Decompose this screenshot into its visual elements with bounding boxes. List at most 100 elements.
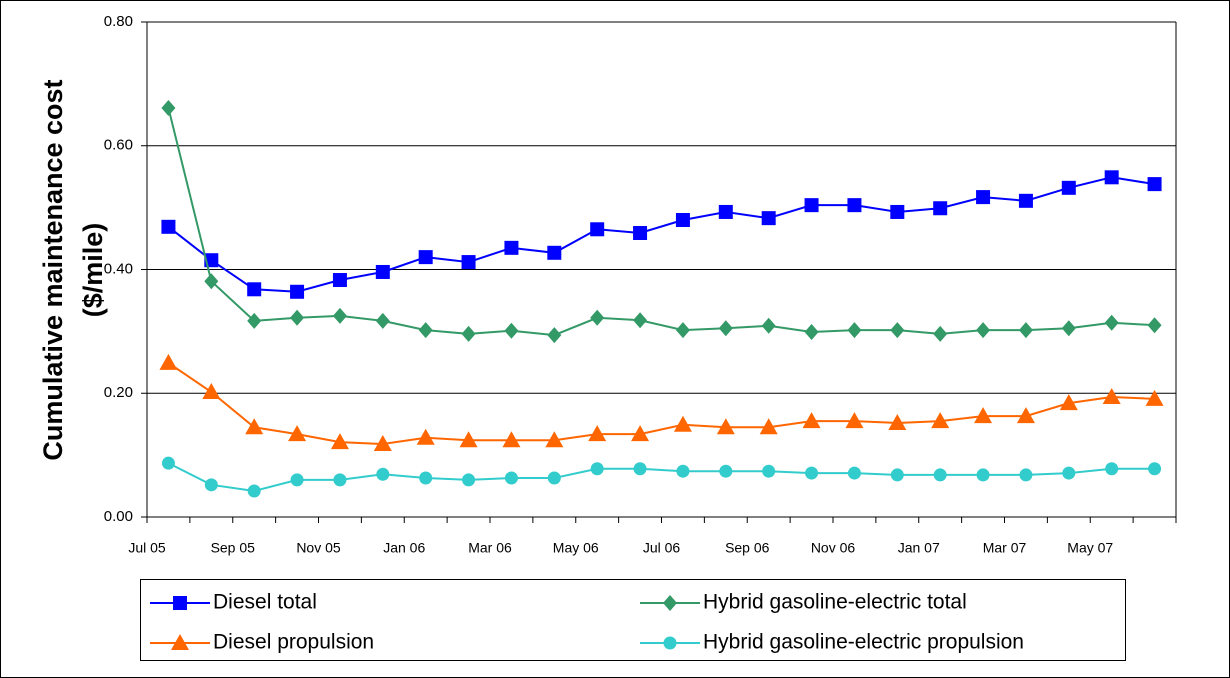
marker: [247, 312, 262, 329]
marker: [933, 201, 948, 216]
marker: [545, 431, 564, 448]
marker: [1148, 462, 1162, 476]
series-line: [167, 176, 1155, 293]
y-tick-label: 0.00: [104, 508, 133, 525]
marker: [890, 468, 904, 482]
marker: [804, 198, 819, 213]
marker: [161, 100, 176, 117]
x-tick-label: Jan 07: [898, 540, 940, 556]
marker: [933, 325, 948, 342]
marker: [504, 240, 519, 255]
marker: [890, 204, 905, 219]
marker: [1062, 466, 1076, 480]
marker: [845, 412, 864, 429]
x-tick-label: Mar 07: [983, 540, 1027, 556]
y-tick-label: 0.80: [104, 13, 133, 30]
marker: [375, 312, 390, 329]
marker: [931, 412, 950, 429]
series-line: [167, 107, 1155, 337]
marker: [161, 456, 175, 470]
marker: [290, 473, 304, 487]
y-tick-label: 0.20: [104, 384, 133, 401]
marker: [847, 322, 862, 339]
marker: [890, 322, 905, 339]
marker: [633, 462, 647, 476]
marker: [375, 264, 390, 279]
y-tick-label: 0.40: [104, 260, 133, 277]
marker: [290, 309, 305, 326]
marker: [633, 225, 648, 240]
marker: [288, 425, 307, 442]
legend-label: Hybrid gasoline-electric total: [703, 591, 967, 614]
marker: [161, 219, 176, 234]
marker: [418, 250, 433, 265]
marker: [1104, 314, 1119, 331]
marker: [974, 407, 993, 424]
marker: [590, 309, 605, 326]
marker: [247, 484, 261, 498]
marker: [547, 327, 562, 344]
legend-label: Hybrid gasoline-electric propulsion: [703, 631, 1024, 654]
marker: [462, 473, 476, 487]
x-tick-label: Nov 06: [811, 540, 856, 556]
marker: [418, 322, 433, 339]
marker: [376, 467, 390, 481]
marker: [1018, 322, 1033, 339]
marker: [673, 415, 692, 432]
legend-marker: [663, 636, 677, 650]
marker: [847, 198, 862, 213]
marker: [633, 312, 648, 329]
marker: [1105, 462, 1119, 476]
marker: [204, 273, 219, 290]
legend-label: Diesel total: [213, 591, 317, 614]
marker: [888, 413, 907, 430]
marker: [590, 462, 604, 476]
marker: [933, 468, 947, 482]
marker: [290, 284, 305, 299]
x-tick-label: Sep 06: [725, 540, 770, 556]
marker: [461, 255, 476, 270]
marker: [759, 418, 778, 435]
marker: [332, 273, 347, 288]
marker: [1147, 317, 1162, 334]
marker: [1019, 468, 1033, 482]
marker: [716, 418, 735, 435]
x-tick-label: Jul 05: [128, 540, 166, 556]
marker: [333, 473, 347, 487]
legend-marker: [171, 634, 189, 650]
marker: [1016, 407, 1035, 424]
x-tick-label: Jan 06: [383, 540, 425, 556]
marker: [204, 478, 218, 492]
x-tick-label: May 07: [1067, 540, 1113, 556]
marker: [1061, 180, 1076, 195]
marker: [159, 353, 178, 370]
legend-label: Diesel propulsion: [213, 631, 374, 654]
marker: [332, 307, 347, 324]
marker: [245, 418, 264, 435]
legend-frame: [140, 579, 1126, 661]
marker: [1147, 177, 1162, 192]
x-tick-label: May 06: [553, 540, 599, 556]
marker: [676, 464, 690, 478]
marker: [761, 211, 776, 226]
x-tick-label: Jul 06: [643, 540, 681, 556]
series-line: [167, 462, 1155, 493]
marker: [590, 222, 605, 237]
legend-marker: [663, 595, 677, 611]
marker: [202, 383, 221, 400]
marker: [804, 323, 819, 340]
y-tick-label: 0.60: [104, 137, 133, 154]
marker: [976, 190, 991, 205]
marker: [419, 471, 433, 485]
legend-marker: [173, 596, 187, 610]
marker: [847, 466, 861, 480]
marker: [504, 322, 519, 339]
y-axis-title: ($/mile): [78, 223, 108, 318]
marker: [762, 464, 776, 478]
marker: [504, 471, 518, 485]
marker: [1102, 387, 1121, 404]
marker: [1018, 193, 1033, 208]
